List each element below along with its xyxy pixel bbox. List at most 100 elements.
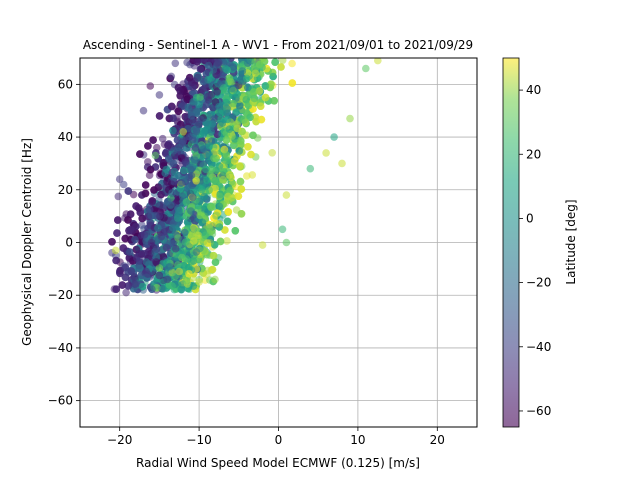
scatter-point bbox=[213, 209, 222, 217]
scatter-point bbox=[213, 88, 221, 96]
scatter-point bbox=[189, 98, 197, 106]
scatter-point bbox=[114, 192, 123, 201]
scatter-point bbox=[202, 69, 211, 78]
scatter-point bbox=[137, 250, 146, 258]
scatter-point bbox=[237, 210, 246, 218]
scatter-point bbox=[203, 92, 211, 101]
scatter-point bbox=[235, 102, 244, 110]
scatter-point bbox=[184, 103, 193, 112]
scatter-point bbox=[139, 106, 148, 115]
scatter-point bbox=[124, 282, 133, 290]
scatter-point bbox=[205, 142, 214, 150]
scatter-point bbox=[181, 113, 189, 121]
y-tick-label: −20 bbox=[48, 288, 73, 302]
scatter-point bbox=[155, 271, 164, 280]
scatter-point bbox=[194, 231, 203, 240]
scatter-point bbox=[170, 178, 178, 186]
scatter-point bbox=[179, 128, 187, 136]
scatter-point bbox=[236, 177, 245, 186]
scatter-point bbox=[163, 178, 171, 186]
scatter-point bbox=[157, 190, 165, 199]
scatter-point bbox=[141, 189, 150, 198]
x-tick-label: 0 bbox=[275, 433, 283, 447]
scatter-point bbox=[158, 134, 167, 143]
scatter-point bbox=[181, 158, 190, 166]
scatter-point bbox=[224, 208, 233, 216]
y-axis-label: Geophysical Doppler Centroid [Hz] bbox=[20, 138, 34, 346]
scatter-point bbox=[138, 282, 147, 291]
scatter-point bbox=[192, 177, 200, 185]
scatter-point bbox=[231, 227, 240, 235]
scatter-point bbox=[194, 73, 202, 82]
chart-title: Ascending - Sentinel-1 A - WV1 - From 20… bbox=[83, 38, 473, 52]
scatter-point bbox=[184, 263, 193, 272]
scatter-point bbox=[211, 184, 219, 193]
scatter-point bbox=[255, 87, 264, 95]
scatter-point bbox=[114, 216, 122, 224]
scatter-point bbox=[196, 244, 204, 253]
scatter-point bbox=[322, 149, 330, 157]
scatter-point bbox=[237, 137, 245, 145]
scatter-point bbox=[199, 78, 208, 86]
x-tick-label: −10 bbox=[186, 433, 211, 447]
scatter-point bbox=[195, 166, 203, 175]
scatter-point bbox=[178, 192, 187, 201]
scatter-point bbox=[330, 133, 338, 141]
scatter-point bbox=[222, 151, 230, 159]
colorbar-tick-label: 40 bbox=[526, 83, 541, 97]
scatter-point bbox=[151, 151, 160, 160]
scatter-point bbox=[223, 217, 232, 226]
scatter-point bbox=[187, 112, 196, 120]
scatter-point bbox=[174, 107, 183, 115]
scatter-point bbox=[233, 120, 241, 128]
scatter-point bbox=[219, 175, 227, 184]
scatter-point bbox=[236, 76, 245, 84]
scatter-point bbox=[188, 136, 197, 144]
scatter-point bbox=[130, 273, 139, 281]
scatter-point bbox=[203, 176, 211, 185]
y-tick-label: 60 bbox=[58, 77, 73, 91]
scatter-point bbox=[180, 166, 188, 175]
scatter-point bbox=[282, 238, 291, 247]
scatter-point bbox=[195, 278, 203, 286]
scatter-point bbox=[229, 63, 238, 71]
scatter-point bbox=[206, 170, 215, 178]
scatter-point bbox=[168, 189, 176, 197]
scatter-point bbox=[215, 102, 223, 111]
scatter-point bbox=[236, 162, 244, 170]
scatter-point bbox=[127, 267, 136, 276]
scatter-point bbox=[131, 222, 140, 231]
scatter-point bbox=[228, 84, 236, 93]
scatter-point bbox=[163, 275, 172, 284]
scatter-point bbox=[176, 92, 184, 100]
scatter-point bbox=[247, 150, 255, 159]
scatter-point bbox=[278, 225, 287, 234]
scatter-point bbox=[257, 115, 266, 124]
scatter-point bbox=[250, 88, 258, 96]
scatter-point bbox=[165, 155, 173, 163]
scatter-point bbox=[249, 131, 257, 140]
scatter-point bbox=[111, 246, 120, 255]
scatter-point bbox=[277, 63, 285, 71]
scatter-point bbox=[204, 61, 213, 70]
scatter-point bbox=[362, 64, 370, 73]
x-axis-label: Radial Wind Speed Model ECMWF (0.125) [m… bbox=[136, 456, 420, 470]
scatter-point bbox=[338, 159, 346, 168]
scatter-point bbox=[221, 226, 229, 234]
scatter-point bbox=[223, 115, 232, 124]
scatter-point bbox=[225, 171, 234, 179]
scatter-point bbox=[132, 245, 141, 254]
scatter-point bbox=[234, 192, 243, 200]
scatter-point bbox=[207, 203, 215, 212]
scatter-point bbox=[121, 273, 130, 282]
scatter-point bbox=[159, 285, 167, 293]
scatter-point bbox=[118, 281, 127, 289]
scatter-point bbox=[278, 58, 287, 64]
scatter-point bbox=[250, 94, 259, 103]
scatter-point bbox=[182, 198, 191, 206]
scatter-point bbox=[142, 258, 151, 266]
scatter-point bbox=[215, 162, 224, 170]
scatter-point bbox=[167, 72, 176, 81]
scatter-point bbox=[181, 238, 190, 246]
scatter-point bbox=[145, 206, 154, 214]
